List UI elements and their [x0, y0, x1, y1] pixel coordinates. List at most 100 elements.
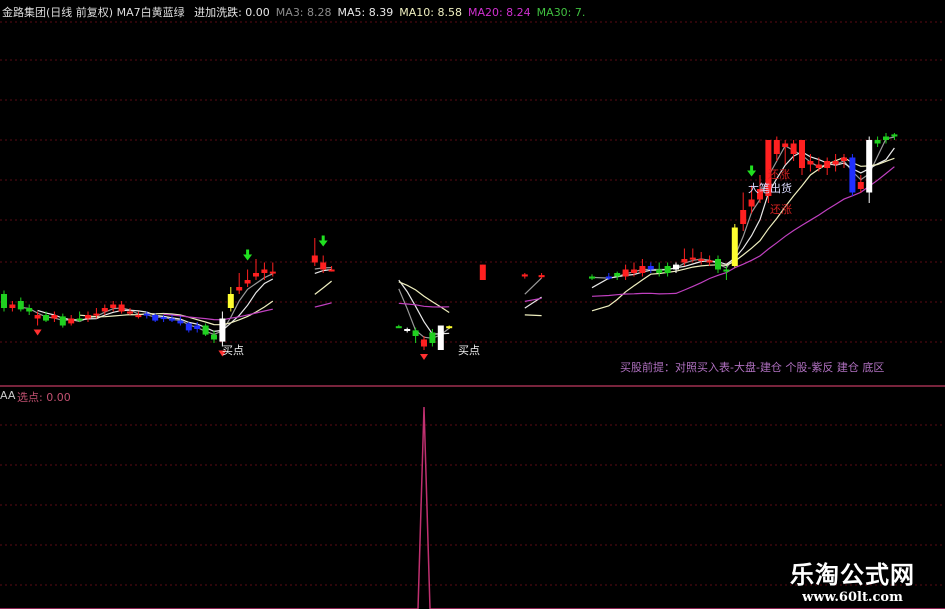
watermark: 乐淘公式网 www.60lt.com	[790, 555, 915, 605]
candle-body	[43, 315, 49, 321]
candle-body	[17, 301, 24, 310]
header-indicator-1: MA3: 8.28	[275, 6, 332, 19]
candle-body	[631, 269, 637, 273]
ma10-line	[314, 280, 332, 295]
candle-body	[143, 313, 150, 316]
candle-body	[93, 313, 100, 316]
candle-body	[715, 259, 721, 270]
candle-body	[236, 287, 243, 291]
candle-body	[194, 325, 201, 329]
candle-body	[127, 311, 133, 314]
candle-body	[152, 315, 159, 321]
green-arrow-down-icon	[747, 165, 757, 177]
candle-body	[832, 161, 839, 165]
rise-label: 还涨	[770, 203, 792, 216]
indicator-line	[0, 406, 945, 609]
candle-body	[731, 227, 738, 266]
ma10-line	[591, 156, 895, 312]
candle-body	[85, 315, 91, 319]
red-triangle-icon	[420, 354, 428, 360]
red-triangle-icon	[33, 329, 42, 336]
candle-body	[328, 269, 335, 272]
candle-body	[253, 273, 259, 277]
header-indicator-4: MA20: 8.24	[467, 6, 531, 19]
candle-body	[782, 143, 789, 147]
candle-body	[244, 280, 251, 284]
candle-body	[76, 318, 83, 321]
buy-condition-note: 买股前提：对照买入表-大盘-建仓 个股-紫反 建仓 底区	[620, 361, 885, 374]
header-indicator-5: MA30: 7.	[536, 6, 586, 19]
candle-body	[790, 143, 797, 154]
candle-body	[706, 260, 713, 263]
big-sell-label: 大笔出货	[748, 182, 792, 195]
ma20-line	[591, 166, 895, 297]
chart-header: 金路集团(日线 前复权) MA7白黄蓝绿 进加洗跌: 0.00 MA3: 8.28…	[2, 4, 597, 20]
candle-body	[807, 161, 814, 165]
candle-body	[765, 140, 772, 196]
candle-body	[421, 339, 427, 347]
chart-title: 金路集团(日线 前复权) MA7白黄蓝绿	[2, 6, 185, 19]
ma3-line	[20, 273, 274, 336]
candle-body	[169, 318, 175, 321]
header-indicator-3: MA10: 8.58	[399, 6, 462, 19]
candle-body	[748, 199, 755, 207]
header-indicator-2: MA5: 8.39	[337, 6, 394, 19]
green-arrow-down-icon	[318, 235, 328, 247]
candle-body	[311, 255, 318, 263]
ma20-line	[314, 302, 332, 308]
candle-body	[622, 269, 629, 277]
candle-body	[320, 262, 327, 270]
candle-body	[185, 323, 192, 331]
candle-body	[799, 140, 805, 168]
candle-body	[698, 259, 705, 261]
candle-body	[647, 266, 654, 270]
candle-body	[740, 210, 747, 224]
candle-body	[110, 304, 117, 308]
candle-body	[412, 330, 419, 336]
indicator-name: AA	[0, 389, 16, 402]
green-arrow-down-icon	[243, 249, 253, 261]
candle-body	[815, 164, 822, 168]
candle-body	[34, 315, 41, 319]
candle-body	[437, 325, 444, 350]
candle-body	[1, 294, 7, 308]
candle-body	[656, 269, 663, 273]
candle-body	[689, 257, 696, 260]
candle-body	[269, 271, 276, 274]
watermark-url: www.60lt.com	[802, 590, 903, 605]
candle-body	[68, 318, 75, 324]
candle-body	[429, 332, 436, 343]
indicator-value: 选点: 0.00	[17, 391, 71, 404]
candle-body	[261, 269, 268, 273]
ma3-line	[524, 277, 543, 295]
candle-body	[227, 294, 234, 308]
candle-body	[681, 259, 688, 263]
ma5-line	[591, 147, 895, 289]
candle-body	[883, 136, 889, 140]
candle-body	[118, 304, 125, 312]
ma20-line	[163, 308, 273, 321]
candle-body	[841, 157, 847, 161]
candle-body	[160, 317, 167, 320]
candle-body	[849, 157, 856, 193]
candle-body	[479, 264, 486, 280]
watermark-name: 乐淘公式网	[790, 560, 915, 589]
candle-body	[773, 140, 780, 154]
candle-body	[605, 276, 612, 279]
candle-body	[614, 273, 621, 277]
candle-body	[538, 275, 545, 278]
candle-body	[404, 329, 411, 331]
candle-body	[857, 182, 864, 189]
candle-body	[219, 318, 226, 342]
buy-point-label: 买点	[458, 344, 480, 357]
candle-body	[135, 315, 142, 318]
candle-body	[521, 274, 528, 277]
ma10-line	[524, 314, 542, 317]
candle-body	[874, 140, 881, 144]
buy-point-label: 买点	[222, 344, 244, 357]
candle-body	[866, 140, 873, 193]
header-indicator-0: 进加洗跌: 0.00	[194, 6, 270, 19]
candle-body	[446, 326, 453, 329]
candle-body	[59, 316, 66, 326]
